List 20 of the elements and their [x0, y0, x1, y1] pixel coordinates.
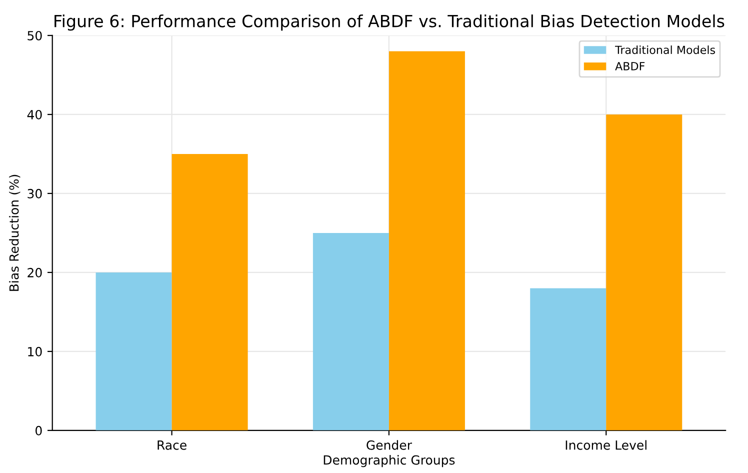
y-tick-label: 20	[28, 268, 42, 278]
y-tick-label: 10	[28, 346, 42, 356]
bar	[388, 51, 465, 430]
chart-title: Figure 6: Performance Comparison of ABDF vs. Traditional Bias Detection Models	[54, 14, 724, 31]
legend-label: ABDF	[615, 62, 645, 70]
x-axis-title: Demographic Groups	[324, 455, 455, 468]
y-tick-label: 40	[27, 110, 42, 120]
bar	[96, 272, 172, 430]
x-tick-label: Gender	[366, 440, 412, 450]
y-tick-label: 50	[28, 30, 42, 40]
x-tick-label: Income Level	[566, 440, 646, 450]
bar	[530, 288, 606, 430]
bar	[172, 154, 248, 430]
y-axis-title: Bias Reduction (%)	[9, 174, 20, 291]
x-tick-label: Race	[158, 440, 186, 450]
bar	[606, 114, 682, 430]
bar	[312, 232, 389, 430]
legend-label: Traditional Models	[615, 45, 716, 54]
y-tick-label: 0	[36, 426, 42, 436]
y-tick-label: 30	[28, 188, 42, 198]
